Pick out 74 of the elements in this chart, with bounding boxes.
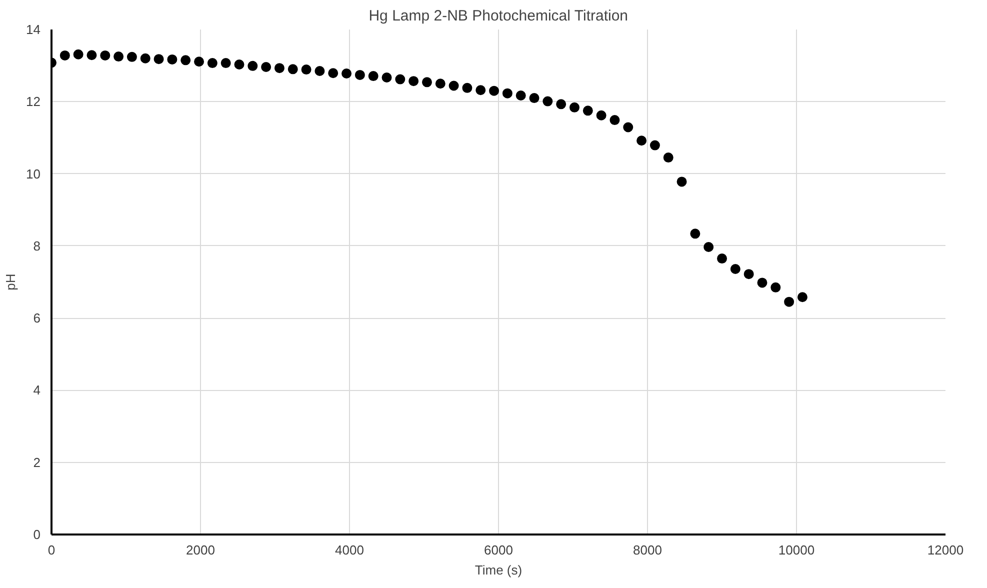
point: [422, 77, 432, 88]
y-tick-label: 6: [33, 310, 41, 326]
point: [744, 269, 754, 280]
point: [288, 64, 298, 74]
point: [207, 58, 218, 68]
point: [448, 80, 459, 91]
x-tick-label: 6000: [484, 542, 513, 558]
point: [770, 282, 781, 292]
point: [476, 85, 486, 96]
x-tick-label: 10000: [778, 542, 815, 558]
point: [582, 106, 593, 116]
y-tick-label: 14: [26, 22, 41, 37]
point: [529, 93, 540, 104]
point: [730, 264, 740, 274]
point: [342, 68, 352, 78]
point: [610, 115, 620, 126]
point: [314, 66, 325, 76]
point: [274, 63, 284, 74]
point: [73, 49, 84, 60]
point: [623, 122, 634, 132]
point: [435, 78, 446, 89]
y-tick-label: 8: [33, 238, 41, 254]
chart-title: Hg Lamp 2-NB Photochemical Titration: [368, 8, 628, 24]
point: [86, 50, 97, 60]
point: [569, 102, 580, 112]
point: [408, 76, 419, 86]
point: [663, 152, 674, 163]
point: [502, 88, 512, 98]
point: [757, 278, 768, 288]
point: [261, 62, 272, 72]
point: [797, 292, 808, 302]
point: [234, 60, 244, 70]
point: [60, 50, 70, 60]
y-tick-label: 12: [26, 94, 41, 110]
point: [328, 68, 338, 78]
point: [180, 55, 191, 66]
point: [194, 56, 204, 67]
point: [248, 60, 258, 71]
point: [462, 82, 472, 93]
point: [154, 54, 164, 64]
point: [650, 140, 660, 150]
x-tick-label: 2000: [186, 542, 215, 558]
x-tick-label: 8000: [633, 542, 662, 558]
point: [354, 70, 365, 80]
point: [556, 99, 566, 110]
x-axis-title: Time (s): [474, 562, 522, 578]
point: [167, 54, 178, 64]
point: [690, 228, 700, 239]
point: [140, 53, 150, 64]
point: [126, 52, 137, 62]
point: [301, 64, 312, 75]
y-tick-label: 2: [33, 454, 41, 470]
point: [717, 254, 727, 264]
point: [676, 176, 687, 187]
point: [395, 74, 406, 84]
point: [100, 50, 110, 60]
point: [596, 110, 606, 120]
point: [784, 296, 794, 307]
point: [220, 58, 231, 68]
point: [704, 242, 714, 252]
point: [382, 72, 392, 82]
point: [636, 136, 647, 146]
y-tick-label: 10: [26, 166, 41, 182]
y-axis-title: pH: [3, 274, 18, 290]
y-tick-label: 4: [33, 382, 41, 398]
x-tick-label: 12000: [927, 542, 964, 558]
point: [489, 86, 500, 96]
y-tick-label: 0: [33, 527, 41, 542]
x-tick-label: 0: [48, 542, 56, 558]
x-tick-label: 4000: [335, 542, 364, 558]
point: [516, 90, 526, 100]
point: [114, 52, 124, 62]
point: [368, 71, 378, 82]
point: [542, 96, 553, 106]
